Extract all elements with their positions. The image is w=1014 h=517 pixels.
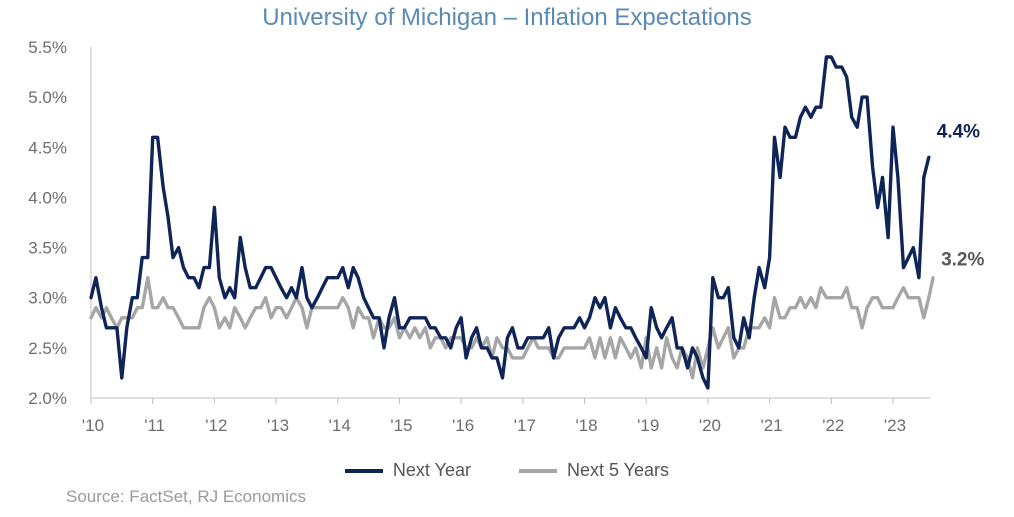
x-tick-label: '11 bbox=[144, 416, 165, 435]
x-tick-label: '21 bbox=[761, 416, 783, 435]
legend-swatch-next-year bbox=[344, 468, 383, 473]
y-tick-label: 4.0% bbox=[28, 188, 67, 207]
x-tick-label: '20 bbox=[699, 416, 721, 435]
x-tick-label: '16 bbox=[452, 416, 474, 435]
x-tick-label: '23 bbox=[884, 416, 906, 435]
x-axis-ticks: '10 '11 '12 '13 '14 '15 '16 '17 '18 '19 '20 '21 '22 '… bbox=[82, 398, 906, 435]
x-tick-label: '19 bbox=[637, 416, 659, 435]
chart-title: University of Michigan – Inflation Expec… bbox=[262, 4, 752, 31]
x-tick-label: '14 bbox=[329, 416, 351, 435]
x-tick-label: '18 bbox=[575, 416, 597, 435]
legend: Next Year Next 5 Years bbox=[0, 460, 1014, 481]
end-labels: 3.2% 4.4% bbox=[937, 121, 985, 270]
legend-label-next-year: Next Year bbox=[392, 460, 471, 480]
y-tick-label: 3.0% bbox=[28, 289, 67, 308]
x-tick-label: '17 bbox=[514, 416, 536, 435]
y-tick-label: 2.0% bbox=[28, 389, 67, 408]
series-lines bbox=[89, 55, 935, 390]
x-tick-label: '15 bbox=[390, 416, 412, 435]
x-tick-label: '12 bbox=[205, 416, 227, 435]
series-line-next-5-years bbox=[89, 276, 935, 380]
end-label-next-5-years: 3.2% bbox=[941, 250, 984, 271]
y-tick-label: 5.5% bbox=[28, 38, 67, 57]
y-tick-label: 3.5% bbox=[28, 239, 67, 258]
x-tick-label: '10 bbox=[82, 416, 104, 435]
series-line-next-year bbox=[89, 55, 931, 390]
legend-swatch-next-5-years bbox=[518, 468, 557, 473]
y-axis-ticks: 5.5% 5.0% 4.5% 4.0% 3.5% 3.0% 2.5% 2.0% bbox=[28, 38, 67, 408]
end-label-next-year: 4.4% bbox=[937, 121, 980, 142]
legend-item-next-year: Next Year bbox=[344, 460, 471, 481]
axes bbox=[90, 47, 930, 399]
y-tick-label: 4.5% bbox=[28, 138, 67, 157]
x-tick-label: '13 bbox=[267, 416, 289, 435]
legend-item-next-5-years: Next 5 Years bbox=[518, 460, 670, 481]
y-tick-label: 5.0% bbox=[28, 88, 67, 107]
legend-label-next-5-years: Next 5 Years bbox=[566, 460, 670, 480]
y-tick-label: 2.5% bbox=[28, 339, 67, 358]
x-tick-label: '22 bbox=[822, 416, 844, 435]
source-note: Source: FactSet, RJ Economics bbox=[66, 487, 306, 506]
